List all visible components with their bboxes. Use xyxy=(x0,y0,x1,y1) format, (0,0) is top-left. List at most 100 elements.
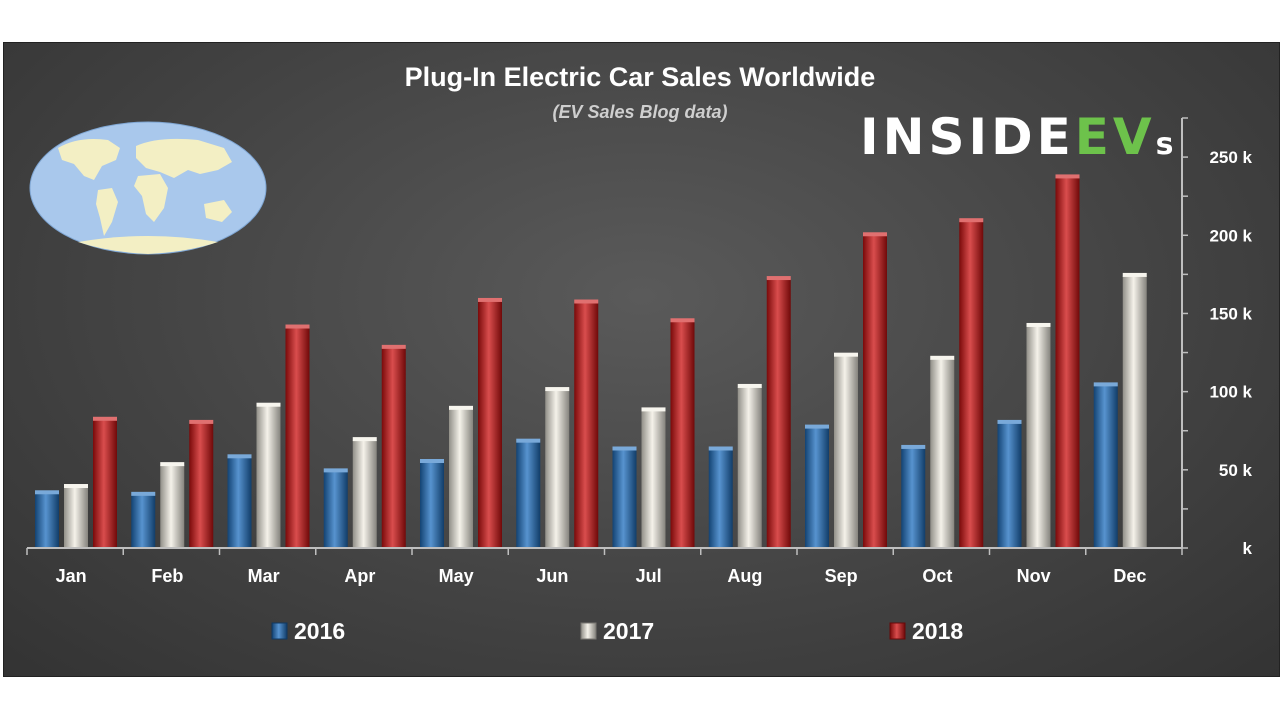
logo-text-s: s xyxy=(1155,127,1174,162)
legend-label-2017: 2017 xyxy=(603,618,654,644)
bar-top-2018-aug xyxy=(766,276,791,281)
legend-swatch-2016 xyxy=(271,622,288,640)
bar-2016-jul xyxy=(612,449,637,548)
bar-top-2018-mar xyxy=(285,324,310,329)
bar-top-2018-sep xyxy=(863,232,887,237)
bar-2018-may xyxy=(478,300,502,548)
bar-top-2016-dec xyxy=(1093,382,1118,387)
y-tick-label: 150 k xyxy=(1209,304,1252,323)
bar-2018-aug xyxy=(766,279,791,548)
y-tick-label: 200 k xyxy=(1209,226,1252,245)
x-tick-label-nov: Nov xyxy=(1017,566,1051,586)
bar-top-2017-nov xyxy=(1026,322,1051,327)
x-tick-label-aug: Aug xyxy=(727,566,762,586)
bar-top-2017-may xyxy=(449,405,473,410)
world-map-icon xyxy=(29,121,267,255)
bar-top-2017-apr xyxy=(352,437,377,442)
bar-2018-jan xyxy=(93,419,117,548)
bar-2018-jul xyxy=(670,321,695,548)
bar-2018-apr xyxy=(381,347,406,548)
bar-2017-nov xyxy=(1026,325,1051,548)
bar-2017-jul xyxy=(641,410,666,548)
bar-top-2018-jul xyxy=(670,318,695,323)
x-tick-label-feb: Feb xyxy=(151,566,183,586)
bar-top-2016-feb xyxy=(131,491,156,496)
bar-top-2017-jun xyxy=(545,387,570,392)
bar-2017-apr xyxy=(352,440,377,548)
logo-text-inside: INSIDE xyxy=(860,108,1075,166)
bar-2017-oct xyxy=(930,358,955,548)
bar-top-2016-may xyxy=(420,459,444,463)
bar-top-2018-nov xyxy=(1055,174,1080,179)
bar-2016-jun xyxy=(516,441,541,548)
bar-2016-oct xyxy=(901,447,926,548)
bar-top-2017-jan xyxy=(64,484,88,489)
x-tick-label-dec: Dec xyxy=(1113,566,1146,586)
x-tick-label-sep: Sep xyxy=(825,566,858,586)
insideevs-logo: INSIDEEVs xyxy=(860,112,1173,162)
bar-2017-aug xyxy=(737,386,762,548)
bar-2018-jun xyxy=(574,302,599,548)
x-tick-label-jan: Jan xyxy=(56,566,87,586)
bar-2017-jun xyxy=(545,390,570,548)
bar-top-2016-oct xyxy=(901,444,926,449)
bar-top-2016-sep xyxy=(805,424,829,429)
bar-2018-mar xyxy=(285,327,310,548)
bar-top-2017-oct xyxy=(930,355,955,360)
bar-2016-may xyxy=(420,462,444,548)
chart-subtitle: (EV Sales Blog data) xyxy=(552,102,728,122)
bar-top-2016-jul xyxy=(612,446,637,451)
bar-2018-oct xyxy=(959,221,984,548)
legend-swatch-2018 xyxy=(889,622,906,640)
chart-title: Plug-In Electric Car Sales Worldwide xyxy=(404,62,876,92)
bar-top-2018-feb xyxy=(189,419,214,424)
bar-top-2017-feb xyxy=(160,462,185,467)
bar-2018-feb xyxy=(189,422,214,548)
bar-2018-sep xyxy=(863,235,887,549)
y-tick-label: 50 k xyxy=(1219,461,1253,480)
y-tick-label: 100 k xyxy=(1209,383,1252,402)
bar-top-2017-aug xyxy=(737,383,762,388)
x-tick-label-oct: Oct xyxy=(922,566,952,586)
bar-top-2018-jun xyxy=(574,299,599,304)
bar-top-2016-aug xyxy=(708,446,733,451)
bar-top-2018-may xyxy=(478,297,502,302)
legend-label-2016: 2016 xyxy=(294,618,345,644)
legend-swatch-2017 xyxy=(580,622,597,640)
bar-top-2018-oct xyxy=(959,218,984,223)
bar-2016-dec xyxy=(1093,385,1118,548)
bar-top-2016-jan xyxy=(35,490,59,495)
bar-2016-feb xyxy=(131,494,156,548)
bar-top-2018-jan xyxy=(93,416,117,421)
bar-2017-sep xyxy=(834,355,858,548)
legend-label-2018: 2018 xyxy=(912,618,963,644)
bar-2016-sep xyxy=(805,427,829,548)
bar-2017-may xyxy=(449,408,473,548)
bar-top-2017-mar xyxy=(256,402,281,407)
bar-2016-mar xyxy=(227,457,252,548)
y-tick-label: k xyxy=(1243,539,1253,558)
bar-top-2016-jun xyxy=(516,438,541,443)
bar-top-2016-apr xyxy=(323,468,348,473)
x-tick-label-jun: Jun xyxy=(536,566,568,586)
bar-top-2016-mar xyxy=(227,454,252,459)
bar-2016-apr xyxy=(323,471,348,548)
y-tick-label: 250 k xyxy=(1209,148,1252,167)
x-tick-label-jul: Jul xyxy=(636,566,662,586)
x-tick-label-may: May xyxy=(439,566,474,586)
bar-top-2018-apr xyxy=(381,344,406,349)
x-tick-label-mar: Mar xyxy=(248,566,280,586)
bar-top-2017-sep xyxy=(834,352,858,357)
bar-2017-mar xyxy=(256,405,281,548)
bar-top-2017-jul xyxy=(641,407,666,412)
bar-2016-jan xyxy=(35,493,59,548)
bar-2016-nov xyxy=(997,422,1022,548)
x-tick-label-apr: Apr xyxy=(344,566,375,586)
bar-2016-aug xyxy=(708,449,733,548)
logo-text-ev: EV xyxy=(1074,108,1156,166)
bar-2018-nov xyxy=(1055,177,1080,548)
bar-2017-dec xyxy=(1122,275,1147,548)
bar-top-2017-dec xyxy=(1122,272,1147,277)
bar-top-2016-nov xyxy=(997,419,1022,424)
